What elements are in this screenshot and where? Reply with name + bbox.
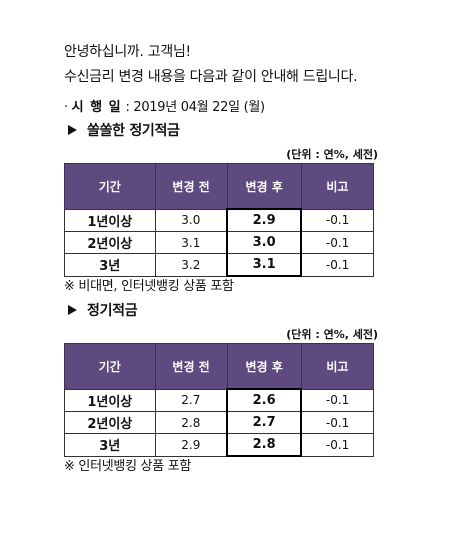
- before-rate-cell: 3.0: [154, 208, 228, 232]
- notice-document: 안녕하십니까. 고객님! 수신금리 변경 내용을 다음과 같이 안내해 드립니다…: [64, 40, 384, 477]
- note-cell: -0.1: [300, 253, 375, 277]
- effective-date-value: 2019년 04월 22일 (월): [133, 100, 265, 115]
- before-rate-cell: 3.1: [154, 231, 228, 254]
- greeting: 안녕하십니까. 고객님! 수신금리 변경 내용을 다음과 같이 안내해 드립니다…: [64, 40, 384, 90]
- before-rate-cell: 2.7: [154, 388, 228, 412]
- table-row: 2년이상 2.8 2.7 -0.1: [64, 411, 375, 434]
- triangle-bullet-icon: [68, 305, 77, 315]
- before-rate-cell: 2.9: [154, 433, 228, 457]
- after-rate-cell: 2.6: [226, 388, 303, 412]
- after-rate-cell: 3.0: [226, 231, 303, 254]
- table-row: 2년이상 3.1 3.0 -0.1: [64, 231, 375, 254]
- note-cell: -0.1: [300, 388, 375, 412]
- section-title-1: 쏠쏠한 정기적금: [64, 121, 384, 141]
- table-row: 3년 2.9 2.8 -0.1: [64, 433, 375, 457]
- after-rate-cell: 2.7: [226, 411, 303, 434]
- before-rate-cell: 3.2: [154, 253, 228, 277]
- after-rate-cell: 2.8: [226, 433, 303, 457]
- note-cell: -0.1: [300, 208, 375, 232]
- note-cell: -0.1: [300, 411, 375, 434]
- greeting-line-2: 수신금리 변경 내용을 다음과 같이 안내해 드립니다.: [64, 69, 358, 85]
- column-header: 변경 후: [226, 343, 302, 390]
- period-cell: 1년이상: [64, 208, 156, 232]
- table-header-row: 기간 변경 전 변경 후 비고: [64, 343, 375, 390]
- unit-label: (단위 : 연%, 세전): [286, 148, 378, 161]
- period-cell: 3년: [64, 253, 156, 277]
- greeting-line-1: 안녕하십니까. 고객님!: [64, 44, 191, 60]
- unit-label: (단위 : 연%, 세전): [286, 328, 378, 341]
- column-header: 기간: [64, 343, 156, 390]
- after-rate-cell: 3.1: [226, 253, 303, 277]
- rate-table-1: 기간 변경 전 변경 후 비고 1년이상 3.0 2.9 -0.1 2년이상 3…: [64, 163, 375, 277]
- before-rate-cell: 2.8: [154, 411, 228, 434]
- table-row: 1년이상 3.0 2.9 -0.1: [64, 208, 375, 232]
- column-header: 변경 전: [154, 163, 228, 210]
- footnote: ※ 인터넷뱅킹 상품 포함: [64, 459, 192, 474]
- footnote: ※ 비대면, 인터넷뱅킹 상품 포함: [64, 279, 234, 294]
- note-cell: -0.1: [300, 231, 375, 254]
- note-cell: -0.1: [300, 433, 375, 457]
- effective-date: · 시 행 일 : 2019년 04월 22일 (월): [64, 98, 384, 118]
- rate-table-2: 기간 변경 전 변경 후 비고 1년이상 2.7 2.6 -0.1 2년이상 2…: [64, 343, 375, 457]
- triangle-bullet-icon: [68, 125, 77, 135]
- after-rate-cell: 2.9: [226, 208, 303, 232]
- table-header-row: 기간 변경 전 변경 후 비고: [64, 163, 375, 210]
- section-title-text: 쏠쏠한 정기적금: [87, 123, 180, 139]
- column-header: 비고: [300, 343, 375, 390]
- table-row: 1년이상 2.7 2.6 -0.1: [64, 388, 375, 412]
- column-header: 변경 후: [226, 163, 302, 210]
- column-header: 비고: [300, 163, 375, 210]
- table-row: 3년 3.2 3.1 -0.1: [64, 253, 375, 277]
- effective-date-label: 시 행 일: [71, 100, 122, 115]
- period-cell: 3년: [64, 433, 156, 457]
- section-title-2: 정기적금: [64, 301, 384, 321]
- column-header: 기간: [64, 163, 156, 210]
- period-cell: 2년이상: [64, 411, 156, 434]
- column-header: 변경 전: [154, 343, 228, 390]
- section-title-text: 정기적금: [87, 303, 138, 319]
- period-cell: 1년이상: [64, 388, 156, 412]
- effective-date-separator: :: [121, 100, 134, 115]
- period-cell: 2년이상: [64, 231, 156, 254]
- effective-date-prefix: ·: [64, 100, 72, 115]
